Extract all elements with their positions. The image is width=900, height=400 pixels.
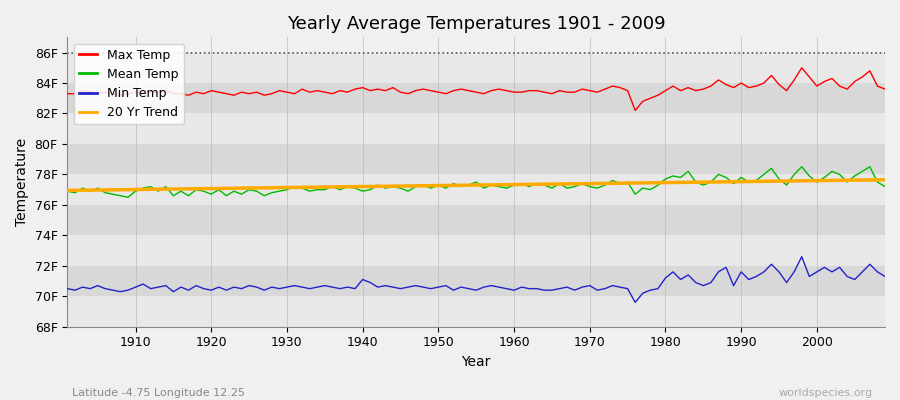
Line: Min Temp: Min Temp: [68, 257, 885, 302]
Max Temp: [335, 88, 346, 93]
Min Temp: [501, 286, 512, 291]
Bar: [68, 174, 885, 205]
Max Temp: [508, 90, 519, 94]
Max Temp: [501, 88, 512, 93]
Bar: [68, 114, 885, 144]
Bar: [68, 205, 885, 235]
Max Temp: [289, 91, 300, 96]
Mean Temp: [62, 189, 73, 194]
Legend: Max Temp, Mean Temp, Min Temp, 20 Yr Trend: Max Temp, Mean Temp, Min Temp, 20 Yr Tre…: [74, 44, 184, 124]
X-axis label: Year: Year: [462, 355, 490, 369]
Text: Latitude -4.75 Longitude 12.25: Latitude -4.75 Longitude 12.25: [72, 388, 245, 398]
Bar: [68, 296, 885, 327]
Title: Yearly Average Temperatures 1901 - 2009: Yearly Average Temperatures 1901 - 2009: [287, 15, 665, 33]
Text: worldspecies.org: worldspecies.org: [778, 388, 873, 398]
Y-axis label: Temperature: Temperature: [15, 138, 29, 226]
Mean Temp: [122, 195, 133, 200]
Mean Temp: [508, 183, 519, 188]
Bar: [68, 52, 885, 83]
Bar: [68, 144, 885, 174]
Max Temp: [796, 65, 807, 70]
Mean Temp: [879, 184, 890, 189]
Min Temp: [879, 274, 890, 279]
Min Temp: [599, 286, 610, 291]
Bar: [68, 83, 885, 114]
Max Temp: [879, 87, 890, 92]
Mean Temp: [130, 189, 141, 194]
Mean Temp: [796, 164, 807, 169]
Max Temp: [599, 87, 610, 92]
Bar: [68, 266, 885, 296]
Bar: [68, 235, 885, 266]
Line: Mean Temp: Mean Temp: [68, 167, 885, 197]
Min Temp: [335, 286, 346, 291]
Max Temp: [630, 108, 641, 113]
Min Temp: [289, 283, 300, 288]
Line: Max Temp: Max Temp: [68, 68, 885, 110]
Mean Temp: [608, 178, 618, 183]
Min Temp: [122, 288, 133, 292]
Mean Temp: [342, 184, 353, 189]
Mean Temp: [517, 181, 527, 186]
Min Temp: [796, 254, 807, 259]
Max Temp: [122, 91, 133, 96]
Min Temp: [62, 286, 73, 291]
Min Temp: [630, 300, 641, 305]
Mean Temp: [297, 186, 308, 190]
Max Temp: [62, 91, 73, 96]
Min Temp: [508, 288, 519, 292]
